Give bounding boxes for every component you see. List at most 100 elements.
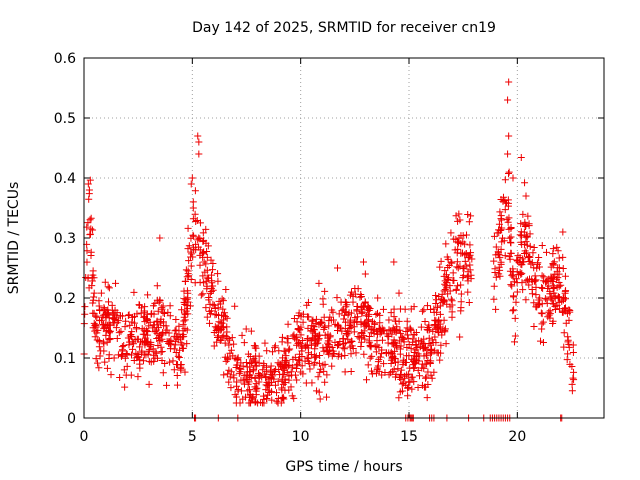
data-point [358,310,366,318]
data-point [532,283,540,291]
data-point [517,220,525,228]
data-point [570,376,578,384]
data-point [388,330,396,338]
data-point [202,260,210,268]
x-tick-label: 0 [80,429,89,445]
data-point [525,281,533,289]
data-point [505,78,513,86]
data-point [504,218,512,226]
data-point [184,224,192,232]
data-point [267,362,275,370]
data-point [379,305,387,313]
plot-frame [83,57,605,419]
data-point [90,274,98,282]
data-point [510,278,518,286]
data-point [490,282,498,290]
data-point [414,383,422,391]
data-point [334,352,342,360]
data-point [313,332,321,340]
data-point [385,326,393,334]
data-point [85,195,93,203]
data-point [285,346,293,354]
data-point [108,301,116,309]
data-point [357,338,365,346]
data-point [315,359,323,367]
data-point [418,307,426,315]
data-point [324,348,332,356]
data-point [94,359,102,367]
data-point [422,383,430,391]
data-point [136,360,144,368]
y-tick-label: 0.1 [54,351,76,367]
data-point [232,364,240,372]
data-point [141,303,149,311]
data-point [147,358,155,366]
data-point [464,288,472,296]
data-point [134,353,142,361]
data-point [189,204,197,212]
data-point [444,275,452,283]
data-point [214,270,222,278]
data-point [311,358,319,366]
data-point [395,337,403,345]
data-point [324,337,332,345]
data-point [182,296,190,304]
data-point [422,373,430,381]
data-point [504,96,512,104]
data-point [239,362,247,370]
data-point [323,371,331,379]
data-point [420,306,428,314]
data-point [251,342,259,350]
x-tick-label: 20 [508,429,526,445]
data-point [312,315,320,323]
data-point [340,315,348,323]
data-point [126,332,134,340]
data-point [536,337,544,345]
data-point [530,277,538,285]
data-point [136,343,144,351]
data-point [407,325,415,333]
data-point [389,324,397,332]
data-point [495,270,503,278]
data-point [159,369,167,377]
data-point [309,316,317,324]
data-point [357,343,365,351]
data-point [454,239,462,247]
data-point [169,357,177,365]
data-point [550,282,558,290]
y-axis-label: SRMTID / TECUs [6,182,22,295]
data-point [128,333,136,341]
data-point [210,301,218,309]
data-point [462,262,470,270]
data-point [403,317,411,325]
data-point [510,293,518,301]
data-point [417,337,425,345]
data-point [334,264,341,272]
data-point [95,364,103,372]
data-point [127,351,135,359]
data-point [111,306,119,314]
data-point [509,174,517,182]
data-point [522,233,530,241]
data-point [407,305,415,313]
data-point [519,210,527,218]
data-point [125,341,133,349]
data-point [166,340,174,348]
data-point [453,258,461,266]
data-point [443,253,451,261]
data-point [298,362,306,370]
data-point [421,318,429,326]
data-point [195,138,203,146]
data-point [129,338,137,346]
data-point [395,394,403,402]
data-point [145,347,153,355]
data-point [329,308,337,316]
data-point [171,327,179,335]
data-point [544,284,552,292]
data-point [518,269,526,277]
data-point [296,350,304,358]
data-point [464,211,472,219]
data-point [541,295,549,303]
data-point [277,399,285,407]
